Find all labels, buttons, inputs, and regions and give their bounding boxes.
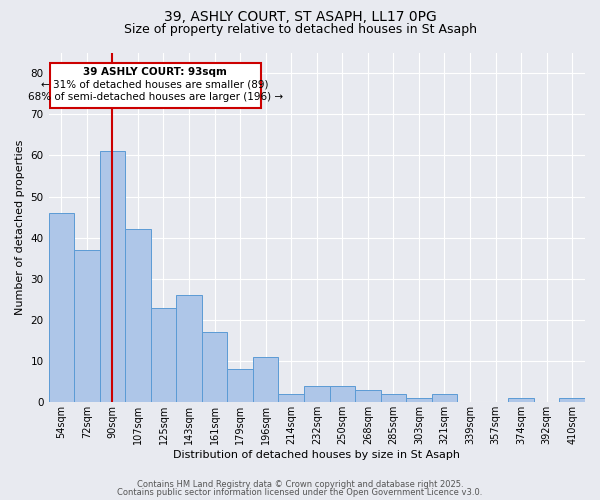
X-axis label: Distribution of detached houses by size in St Asaph: Distribution of detached houses by size … — [173, 450, 460, 460]
Bar — [100, 152, 125, 402]
Text: 68% of semi-detached houses are larger (196) →: 68% of semi-detached houses are larger (… — [28, 92, 283, 102]
Bar — [559, 398, 585, 402]
Bar — [508, 398, 534, 402]
Y-axis label: Number of detached properties: Number of detached properties — [15, 140, 25, 315]
Bar — [74, 250, 100, 402]
Bar — [380, 394, 406, 402]
Bar — [49, 213, 74, 402]
Bar — [253, 357, 278, 403]
Text: Size of property relative to detached houses in St Asaph: Size of property relative to detached ho… — [124, 22, 476, 36]
Text: Contains public sector information licensed under the Open Government Licence v3: Contains public sector information licen… — [118, 488, 482, 497]
Text: 39 ASHLY COURT: 93sqm: 39 ASHLY COURT: 93sqm — [83, 67, 227, 77]
Text: Contains HM Land Registry data © Crown copyright and database right 2025.: Contains HM Land Registry data © Crown c… — [137, 480, 463, 489]
Text: 39, ASHLY COURT, ST ASAPH, LL17 0PG: 39, ASHLY COURT, ST ASAPH, LL17 0PG — [164, 10, 436, 24]
Bar — [176, 296, 202, 403]
Bar — [278, 394, 304, 402]
Bar — [151, 308, 176, 402]
Bar — [227, 370, 253, 402]
Bar — [202, 332, 227, 402]
Text: ← 31% of detached houses are smaller (89): ← 31% of detached houses are smaller (89… — [41, 79, 269, 89]
Bar — [406, 398, 432, 402]
Bar — [50, 63, 260, 108]
Bar — [432, 394, 457, 402]
Bar — [355, 390, 380, 402]
Bar — [304, 386, 329, 402]
Bar — [125, 230, 151, 402]
Bar — [329, 386, 355, 402]
